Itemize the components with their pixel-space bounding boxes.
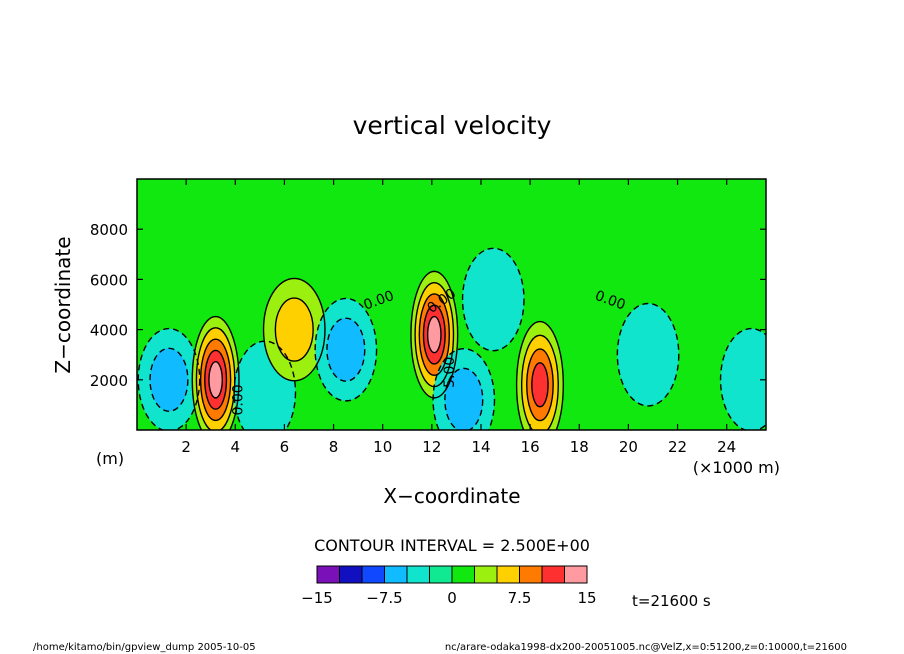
x-tick-label: 10	[373, 438, 392, 456]
contour-line	[410, 270, 459, 399]
contour-band	[720, 328, 766, 430]
contour-line	[262, 277, 326, 382]
x-tick-label: 20	[619, 438, 638, 456]
contour-band	[326, 318, 365, 382]
colorbar-swatch	[564, 565, 588, 584]
colorbar	[316, 565, 588, 584]
contour-band	[617, 303, 679, 406]
contour-line	[191, 315, 240, 430]
y-tick-label: 6000	[90, 271, 128, 289]
contour-label: 0.00	[231, 384, 247, 415]
contour-band	[531, 362, 549, 407]
colorbar-tick-label: −7.5	[366, 589, 402, 607]
contour-line	[461, 247, 525, 352]
contour-line	[526, 348, 554, 422]
colorbar-swatch	[474, 565, 498, 584]
contour-line	[314, 297, 378, 402]
y-tick-label: 8000	[90, 221, 128, 239]
plot-frame	[136, 178, 767, 431]
colorbar-tick-label: 0	[447, 589, 457, 607]
contour-band	[462, 248, 524, 351]
colorbar-tick-label: 7.5	[508, 589, 532, 607]
y-tick-label: 2000	[90, 372, 128, 390]
y-tick-label: 4000	[90, 322, 128, 340]
colorbar-swatch	[496, 565, 520, 584]
y-axis-ticks: 2000 4000 6000 8000	[90, 221, 766, 390]
x-axis-ticks: 2 4 6 8 10 12 14 16 18 20 22 24	[181, 179, 736, 456]
contour-line	[719, 327, 766, 430]
chart-title: vertical velocity	[353, 111, 552, 140]
contour-line	[444, 367, 484, 430]
y-axis-label: Z−coordinate	[51, 236, 75, 373]
colorbar-swatch	[451, 565, 475, 584]
contour-band	[208, 361, 223, 398]
x-tick-label: 12	[422, 438, 441, 456]
colorbar-tick-label: −15	[301, 589, 333, 607]
contour-line	[149, 347, 189, 413]
colorbar-swatch	[406, 565, 430, 584]
x-tick-label: 4	[231, 438, 241, 456]
contour-line	[204, 349, 228, 410]
contour-line	[520, 334, 559, 430]
contour-line	[274, 297, 314, 362]
footer-left: /home/kitamo/bin/gpview_dump 2005-10-05	[33, 642, 256, 653]
x-tick-label: 24	[717, 438, 736, 456]
colorbar-tick-label: 15	[577, 589, 596, 607]
colorbar-ticks: −15 −7.5 0 7.5 15	[301, 589, 596, 607]
contour-line	[326, 317, 366, 382]
contour-line	[515, 320, 564, 430]
contour-line	[432, 347, 496, 430]
x-scale-label: (×1000 m)	[693, 458, 780, 477]
contour-line	[426, 315, 442, 354]
footer-right: nc/arare-odaka1998-dx200-20051005.nc@Vel…	[445, 642, 847, 653]
colorbar-swatch	[339, 565, 363, 584]
x-tick-label: 16	[521, 438, 540, 456]
x-tick-label: 6	[280, 438, 290, 456]
contour-band	[444, 368, 483, 430]
contour-band	[150, 348, 188, 412]
contour-line	[616, 302, 680, 407]
x-unit-label: (m)	[96, 449, 124, 468]
contour-lines	[137, 247, 766, 430]
colorbar-swatch	[316, 565, 340, 584]
x-tick-label: 14	[471, 438, 490, 456]
colorbar-swatch	[384, 565, 408, 584]
contour-interval-label: CONTOUR INTERVAL = 2.500E+00	[314, 536, 590, 555]
x-tick-label: 8	[329, 438, 339, 456]
colorbar-swatch	[519, 565, 543, 584]
x-tick-label: 18	[570, 438, 589, 456]
contour-band	[275, 298, 314, 362]
contour-line	[531, 362, 549, 408]
colorbar-swatch	[541, 565, 565, 584]
colorbar-swatch	[429, 565, 453, 584]
contour-label: 5.00	[442, 357, 458, 388]
contour-line	[208, 361, 223, 399]
contour-band	[427, 316, 441, 353]
x-tick-label: 22	[668, 438, 687, 456]
contour-line	[199, 338, 232, 422]
contour-line	[422, 304, 446, 365]
colorbar-swatch	[361, 565, 385, 584]
contour-line	[418, 293, 451, 376]
time-label: t=21600 s	[632, 592, 711, 610]
x-tick-label: 2	[181, 438, 191, 456]
x-axis-label: X−coordinate	[383, 484, 520, 508]
